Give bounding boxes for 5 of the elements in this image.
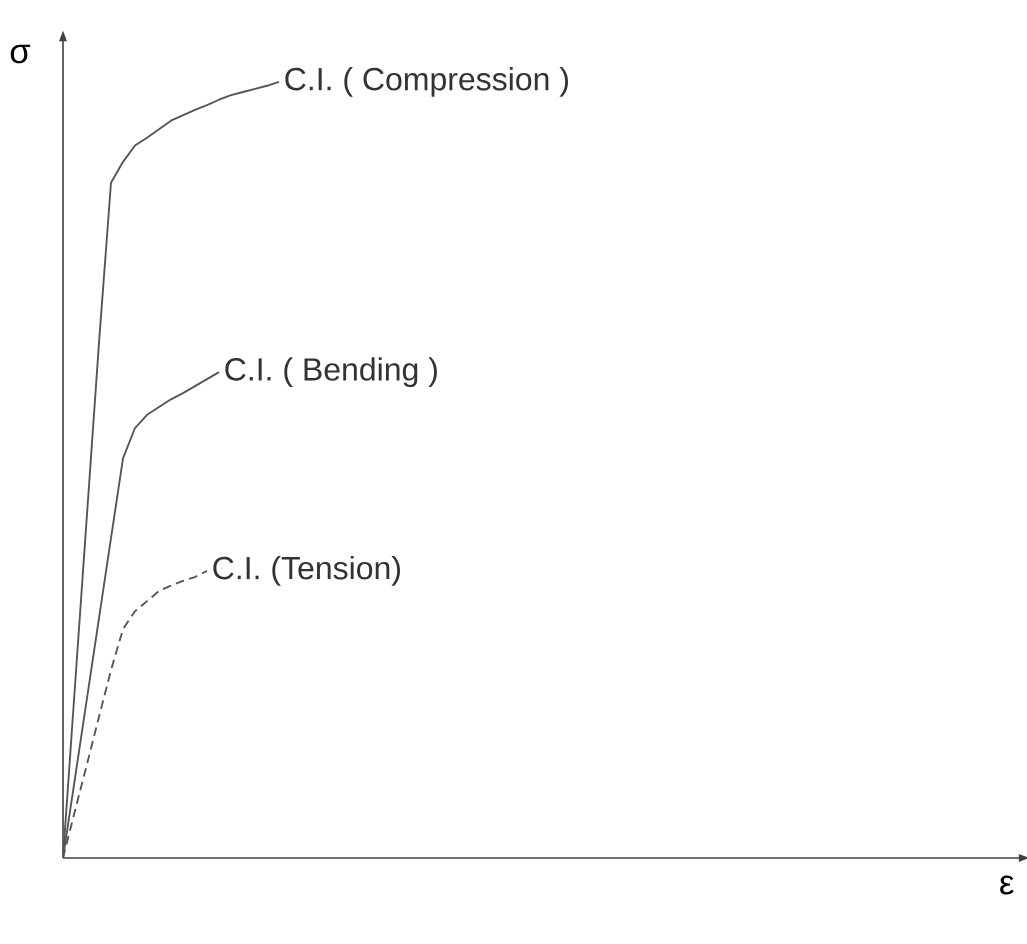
series-label: C.I. ( Compression )	[285, 66, 568, 97]
text: ε	[1000, 875, 1014, 895]
series-label: C.I. (Tension)	[213, 555, 401, 586]
series-label: C.I. ( Bending )	[225, 357, 437, 388]
y-axis-title: σ	[10, 44, 31, 64]
